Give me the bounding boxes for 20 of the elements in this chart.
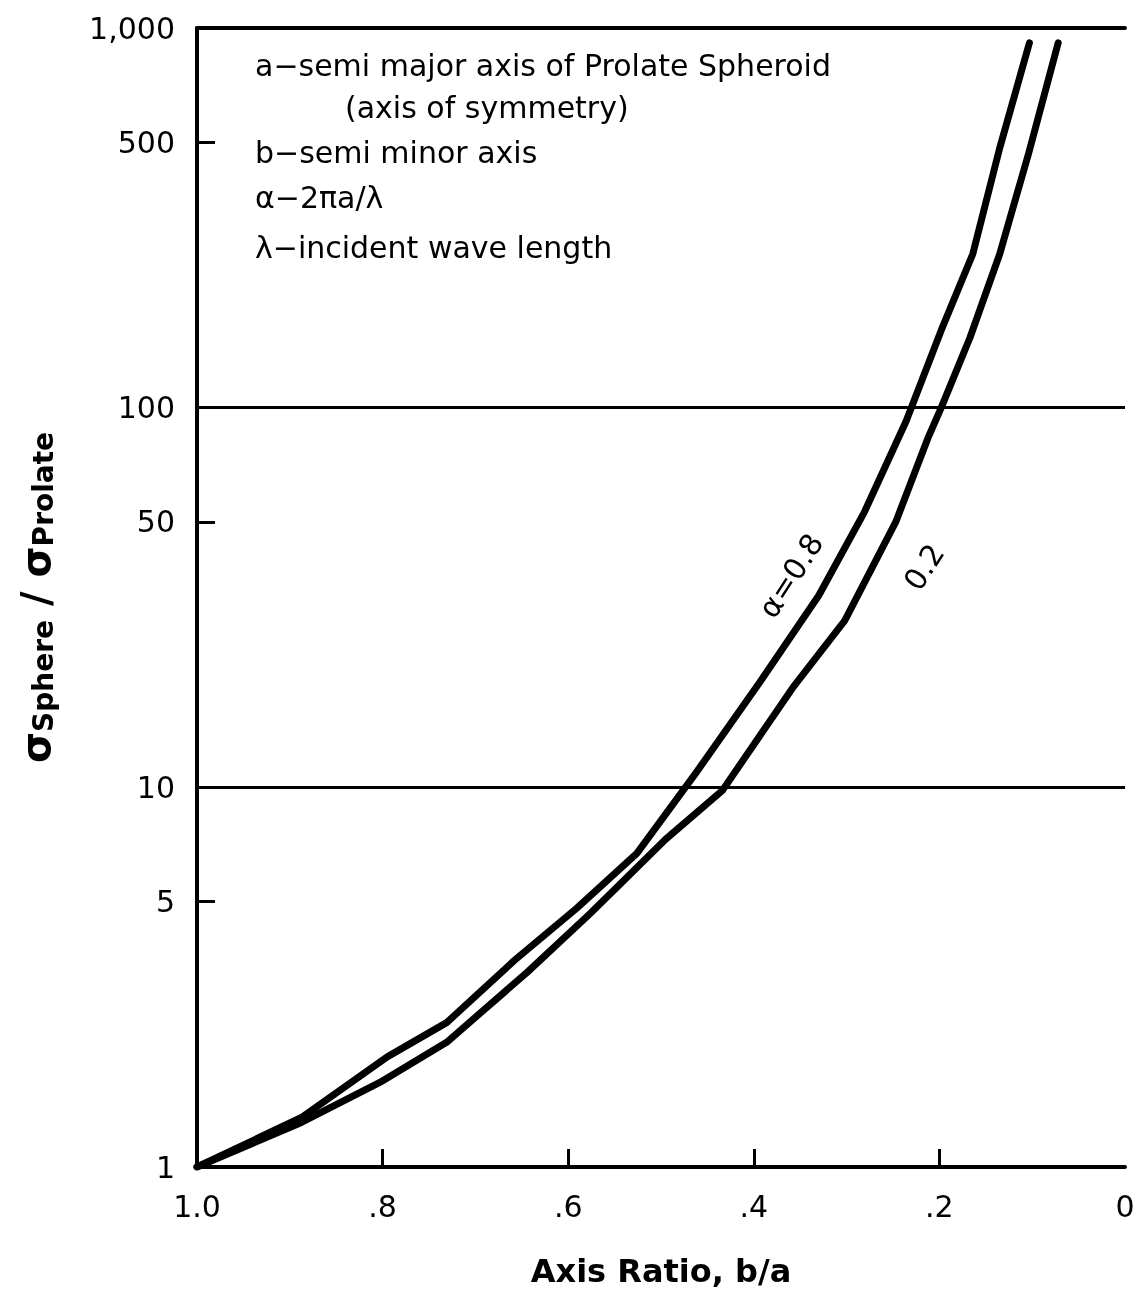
y-tick-label: 1 <box>155 1149 175 1185</box>
y-tick-label: 5 <box>155 884 175 920</box>
annotation: b−semi minor axis <box>255 134 538 170</box>
y-axis-title: σSphere / σProlate <box>13 431 60 764</box>
x-axis-title: Axis Ratio, b/a <box>530 1252 792 1290</box>
x-tick-label: .2 <box>925 1188 954 1224</box>
x-tick-label: 0 <box>1115 1188 1135 1224</box>
annotation: λ−incident wave length <box>255 229 613 265</box>
y-tick-label: 100 <box>117 390 175 426</box>
x-tick-label: .4 <box>739 1188 769 1224</box>
x-tick-label: .8 <box>368 1188 397 1224</box>
y-tick-label: 10 <box>136 769 175 805</box>
text: 0.2 <box>896 537 952 597</box>
x-tick-label: .6 <box>553 1188 583 1224</box>
x-tick-label: 1.0 <box>173 1188 221 1224</box>
y-tick-label: 50 <box>136 504 175 540</box>
annotation: α−2πa/λ <box>255 179 384 215</box>
y-tick-label: 1,000 <box>89 10 175 46</box>
y-tick-label: 500 <box>117 124 175 160</box>
annotation: a−semi major axis of Prolate Spheroid (axis of symmetry) <box>255 47 831 125</box>
